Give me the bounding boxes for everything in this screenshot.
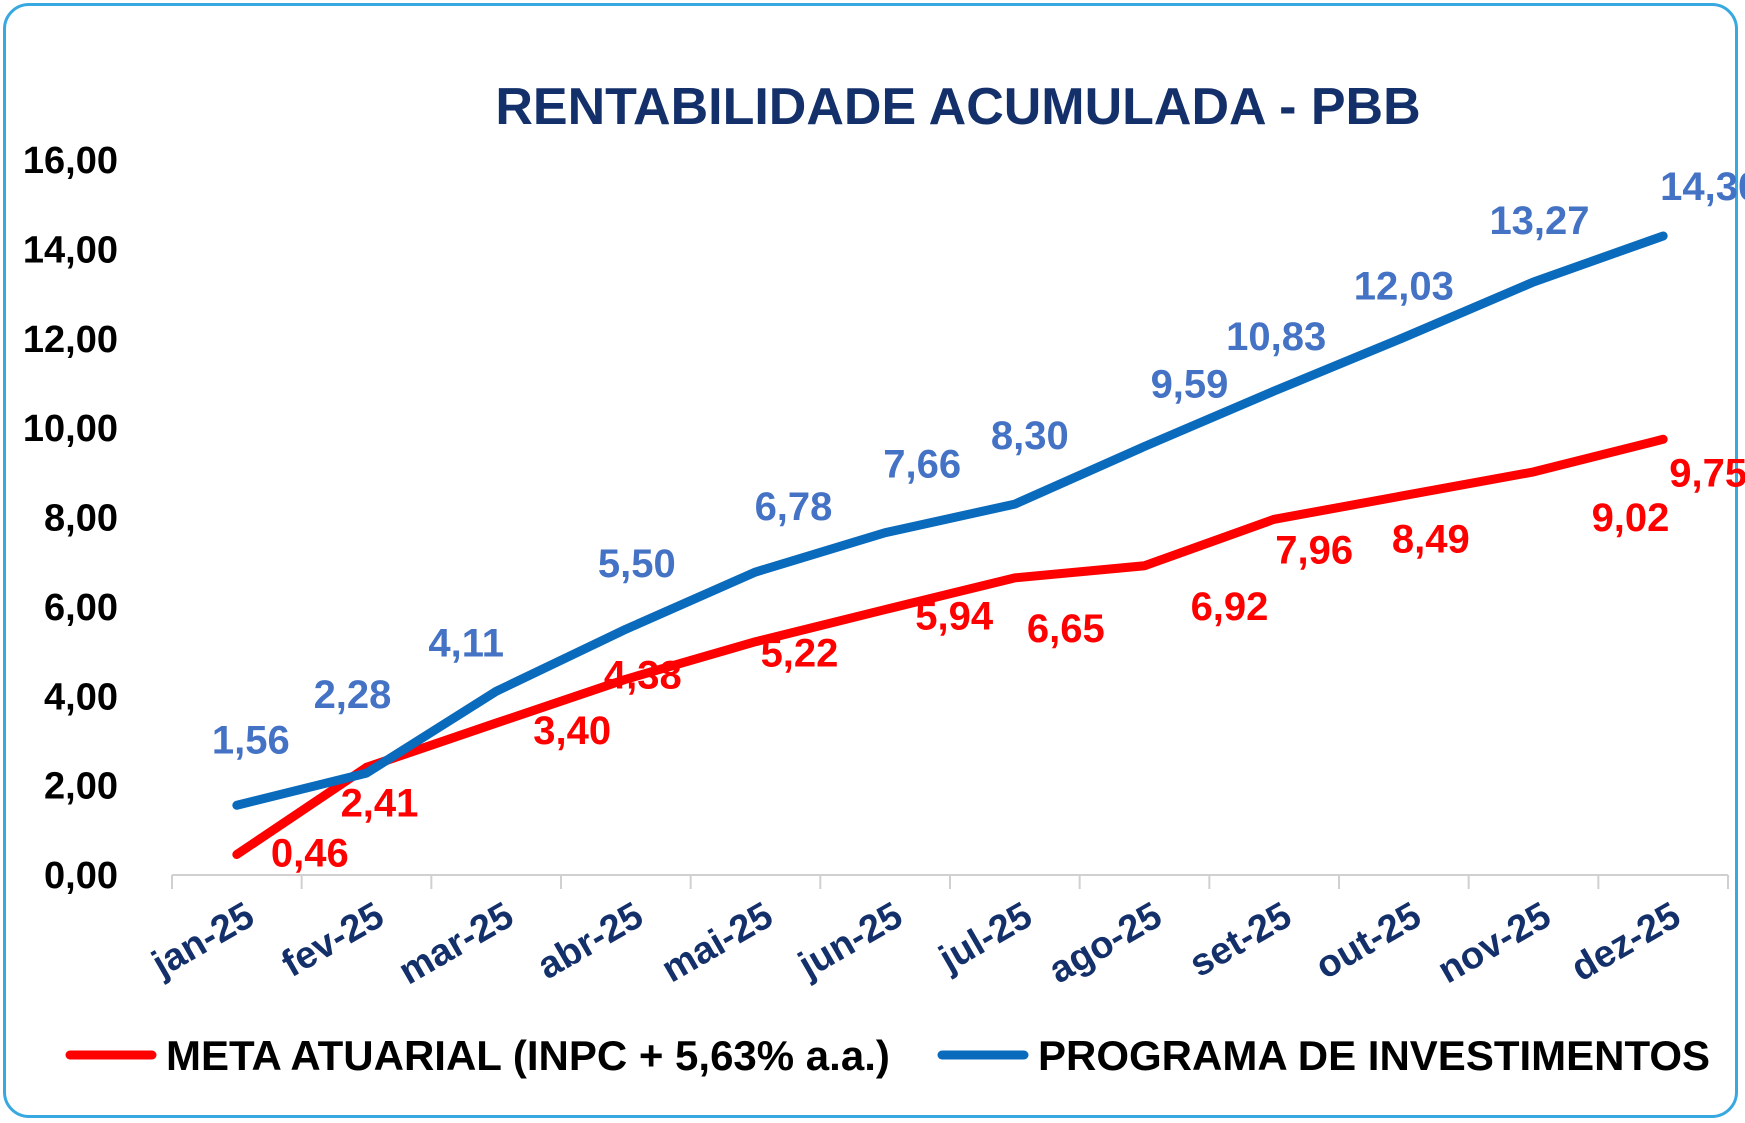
x-axis-tick-marks — [171, 875, 1729, 889]
x-tick-label: dez-25 — [1564, 894, 1687, 990]
data-label-programa: 10,83 — [1226, 315, 1326, 359]
y-tick-label: 6,00 — [44, 587, 118, 629]
y-tick-label: 0,00 — [44, 855, 118, 897]
data-label-programa: 13,27 — [1489, 199, 1589, 243]
x-tick-label: jan-25 — [144, 894, 261, 986]
data-label-programa: 4,11 — [428, 621, 504, 665]
x-tick-label: jun-25 — [791, 894, 910, 987]
y-tick-label: 10,00 — [23, 408, 118, 450]
x-axis-labels: jan-25 fev-25 mar-25 abr-25 mai-25 jun-25 jul-… — [144, 894, 1687, 993]
chart-frame — [3, 3, 1738, 1118]
y-tick-label: 8,00 — [44, 498, 118, 540]
data-label-meta: 4,38 — [604, 653, 682, 697]
data-label-meta: 5,22 — [761, 632, 839, 676]
x-tick-label: jul-25 — [932, 894, 1040, 980]
data-label-meta: 8,49 — [1392, 518, 1470, 562]
x-tick-label: out-25 — [1309, 894, 1429, 987]
data-label-programa: 6,78 — [755, 485, 833, 529]
x-tick-label: ago-25 — [1042, 894, 1169, 992]
legend-label-meta: META ATUARIAL (INPC + 5,63% a.a.) — [166, 1032, 890, 1079]
chart-title: RENTABILIDADE ACUMULADA - PBB — [495, 78, 1420, 136]
data-label-programa: 5,50 — [598, 542, 676, 586]
legend: META ATUARIAL (INPC + 5,63% a.a.) PROGRA… — [65, 1032, 1710, 1079]
legend-label-programa: PROGRAMA DE INVESTIMENTOS — [1038, 1032, 1710, 1079]
data-label-programa: 12,03 — [1354, 264, 1454, 308]
y-tick-label: 16,00 — [23, 140, 118, 182]
x-tick-label: fev-25 — [275, 894, 391, 985]
x-tick-label: mar-25 — [392, 894, 521, 993]
y-axis: 0,00 2,00 4,00 6,00 8,00 10,00 12,00 14,00 16,00 — [23, 140, 118, 897]
data-label-meta: 3,40 — [533, 709, 611, 753]
x-tick-label: nov-25 — [1431, 894, 1558, 992]
data-label-meta: 5,94 — [915, 595, 994, 639]
data-label-meta: 6,65 — [1027, 607, 1105, 651]
y-tick-label: 4,00 — [44, 676, 118, 718]
data-label-programa: 9,59 — [1151, 362, 1229, 406]
data-label-programa: 7,66 — [883, 443, 961, 487]
data-label-meta: 7,96 — [1275, 528, 1353, 572]
y-tick-label: 2,00 — [44, 766, 118, 808]
data-label-meta: 6,92 — [1191, 585, 1269, 629]
y-tick-label: 14,00 — [23, 229, 118, 271]
series-lines — [232, 231, 1668, 859]
data-label-meta: 9,02 — [1592, 496, 1670, 540]
data-label-programa: 2,28 — [314, 673, 392, 717]
data-label-programa: 14,30 — [1660, 165, 1745, 209]
x-tick-label: mai-25 — [655, 894, 780, 991]
series-line-meta-atuarial — [232, 434, 1668, 859]
data-label-programa: 8,30 — [991, 414, 1069, 458]
x-tick-label: set-25 — [1183, 894, 1299, 985]
data-label-meta: 2,41 — [341, 781, 419, 825]
x-tick-label: abr-25 — [531, 894, 651, 987]
data-label-programa: 1,56 — [212, 718, 290, 762]
data-labels: 0,46 2,41 3,40 4,38 5,22 5,94 6,65 6,927,96 8,49… — [212, 165, 1745, 875]
y-tick-label: 12,00 — [23, 319, 118, 361]
series-line-programa-investimentos — [232, 231, 1668, 810]
data-label-meta: 9,75 — [1669, 451, 1745, 495]
data-label-meta: 0,46 — [271, 831, 349, 875]
